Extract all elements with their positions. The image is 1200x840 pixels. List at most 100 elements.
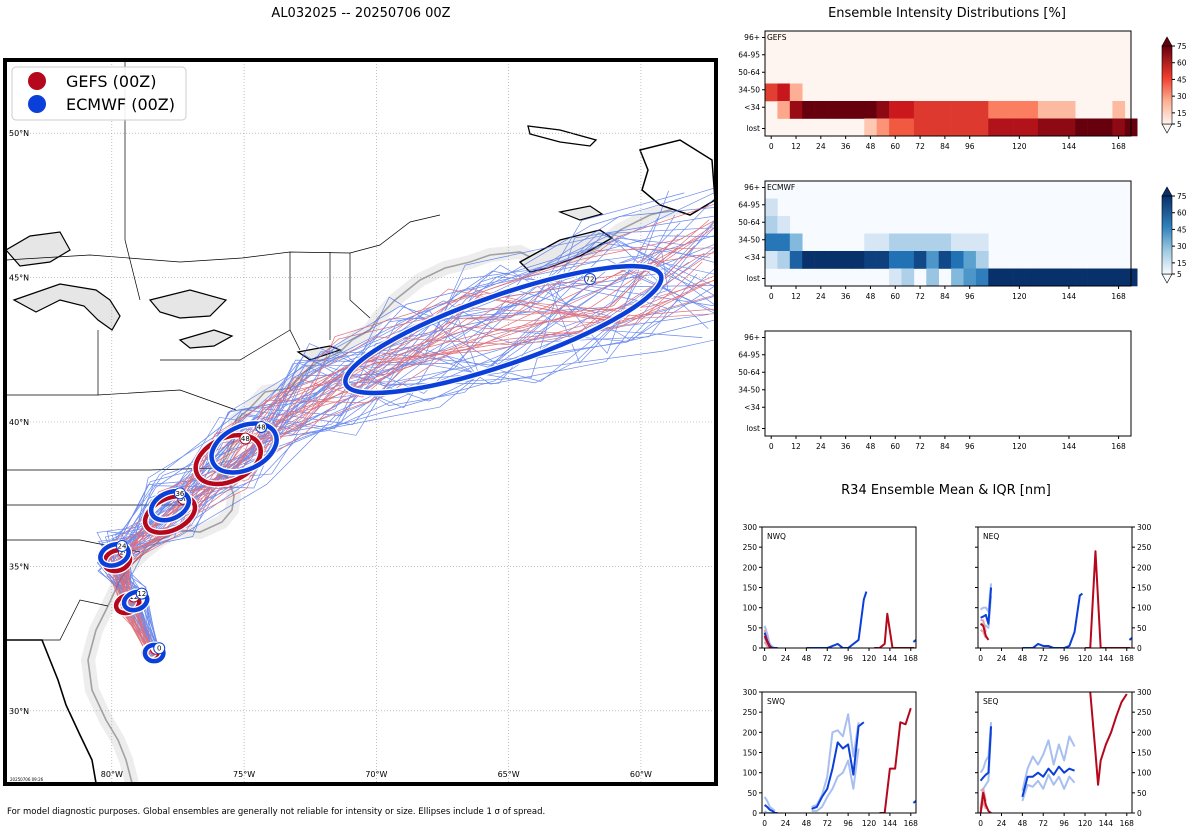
ecmwf-mean-line [980,587,993,625]
heatmap-cell [1000,268,1014,287]
r34-ytick-label: 100 [1137,604,1152,613]
heatmap-panel: 96+ 64-95 50-64 34-50 <34 lost 0 12 24 36 48 60 72 84… [738,330,1132,451]
heatmap-ytick-label: 96+ [744,333,760,342]
r34-ytick-label: 300 [1137,688,1152,697]
r34-xtick-label: 144 [883,654,898,663]
heatmap-cell [864,118,877,137]
r34-title: R34 Ensemble Mean & IQR [nm] [841,483,1051,498]
track-map: 01224364801224364872 80°W75°W70°W65°W60°… [3,58,718,786]
r34-ytick-label: 250 [1137,543,1152,552]
heatmap-cell [777,216,791,234]
r34-series [763,707,916,813]
heatmap-xtick-label: 120 [1012,442,1027,451]
ecmwf-ellipse [343,263,664,396]
colorbar-tick-label: 30 [1177,92,1187,101]
heatmap-xtick-label: 24 [816,442,826,451]
heatmap-cell [839,251,853,269]
heatmap-cell [789,251,803,269]
heatmap-cell [951,251,964,269]
colorbar-tick-label: 60 [1177,59,1187,68]
r34-series [979,692,1128,813]
heatmap-ytick-label: 64-95 [738,50,760,59]
heatmap-xtick-label: 168 [1111,442,1126,451]
heatmap-cell [926,101,939,119]
r34-xtick-label: 168 [1120,654,1135,663]
member-track [97,253,715,648]
heatmap-cell [777,101,791,119]
heatmap-cell [889,101,902,119]
heatmap-cell [975,251,989,269]
r34-ytick-label: 250 [743,543,758,552]
intensity-title: Ensemble Intensity Distributions [%] [828,6,1066,21]
ecmwf-hour-label: 72 [586,275,595,283]
r34-xtick-label: 96 [843,654,853,663]
heatmap-cell [814,101,828,119]
r34-xtick-label: 24 [781,654,791,663]
member-track [96,288,672,650]
lat-tick-label: 45°N [9,274,29,283]
heatmap-cell [1062,101,1076,119]
heatmap-cell [975,233,989,252]
colorbar-max-arrow [1161,36,1173,47]
gefs-mean-line [874,612,915,648]
member-track [124,307,715,658]
heatmap-xtick-label: 0 [769,142,774,151]
heatmap-cell [988,101,1002,119]
heatmap-cell [913,101,927,119]
r34-xtick-label: 48 [802,654,812,663]
heatmap-cell [963,268,977,287]
r34-ytick-label: 0 [752,809,757,818]
figure-title: AL032025 -- 20250706 00Z [271,6,450,21]
heatmap-xtick-label: 36 [841,442,851,451]
heatmap-xtick-label: 168 [1111,142,1126,151]
ecmwf-hour-badge [173,487,186,500]
heatmap-cell [1025,268,1039,287]
r34-ytick-label: 200 [1137,563,1152,572]
gefs-hour-label: 36 [179,495,188,503]
ecmwf-hour-label: 24 [118,543,127,551]
r34-ytick-label: 100 [743,604,758,613]
r34-ytick-label: 100 [1137,769,1152,778]
heatmap-cell [963,251,977,269]
heatmap-xtick-label: 60 [890,142,900,151]
heatmap-cell [1099,118,1113,137]
r34-xtick-label: 48 [802,819,812,828]
heatmap-cell [889,268,902,287]
heatmap-cell [827,251,840,269]
ecmwf-hour-badge [153,642,166,655]
heatmap-cell [802,251,815,269]
anticosti [527,125,598,147]
colorbar [1161,195,1173,275]
colorbar-tick-label: 30 [1177,242,1187,251]
ecmwf-iqr-line [763,796,776,812]
heatmap-xtick-label: 36 [841,142,851,151]
heatmap-ytick-label: 64-95 [738,350,760,359]
heatmap-ytick-label: <34 [744,403,760,412]
colorbar [1161,45,1173,125]
heatmap-cell [1099,268,1113,287]
heatmap-cell [926,268,939,287]
ecmwf-mean-line [811,721,865,810]
r34-xtick-label: 24 [997,654,1007,663]
heatmap-frame [764,330,1132,437]
ecmwf-mean-line [979,726,993,782]
r34-ytick-label: 50 [1137,624,1147,633]
ecmwf-iqr-line [763,637,776,648]
colorbar-tick-label: 5 [1177,270,1182,279]
heatmap-cell [913,251,927,269]
ecmwf-ellipse [142,642,166,664]
r34-xtick-label: 120 [862,819,877,828]
legend-ecmwf-marker [28,95,46,113]
r34-ytick-label: 150 [743,749,758,758]
ecmwf-hour-label: 36 [175,490,184,498]
latitude-tick-labels: 30°N 35°N 40°N 45°N 50°N [9,129,29,716]
heatmap-cell [951,118,964,137]
heatmap-cell [1025,118,1039,137]
heatmap-frame [764,30,1132,137]
member-track [121,252,715,655]
r34-panel-label: SWQ [767,697,785,706]
r34-series [763,591,916,648]
lat-tick-label: 40°N [9,418,29,427]
